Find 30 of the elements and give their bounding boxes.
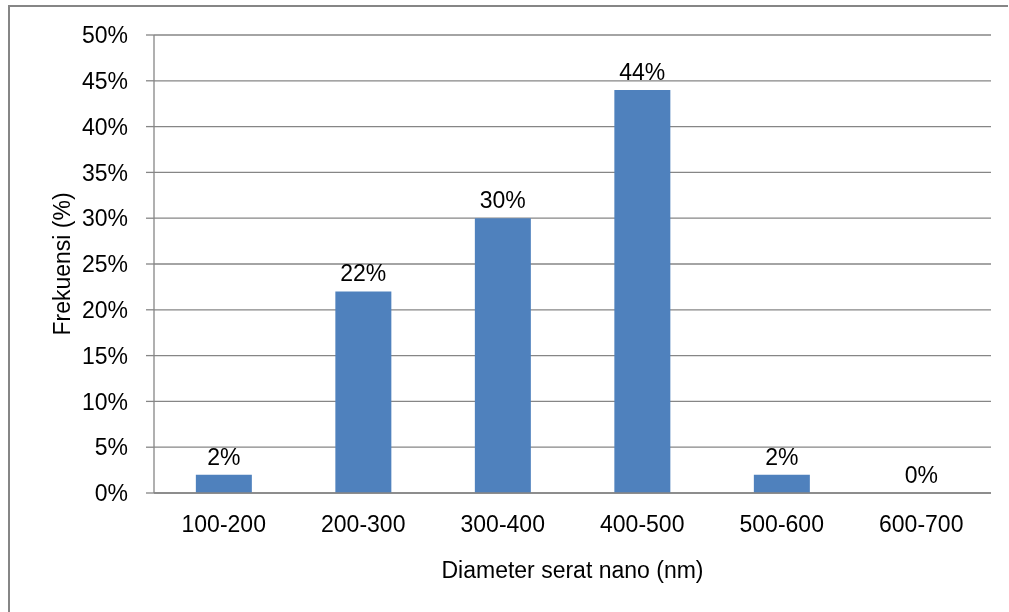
y-tick-label: 15% [81, 342, 128, 369]
x-axis-title: Diameter serat nano (nm) [441, 557, 704, 583]
y-axis-title: Frekuensi (%) [49, 192, 76, 336]
data-label: 2% [207, 443, 241, 470]
y-tick-label: 25% [81, 251, 128, 278]
y-tick-label: 30% [81, 205, 128, 232]
y-tick-label: 40% [81, 113, 128, 140]
y-tick-label: 35% [81, 159, 128, 186]
bar [614, 89, 671, 493]
data-label: 30% [479, 187, 526, 214]
data-label: 22% [340, 260, 387, 287]
data-label: 2% [765, 443, 799, 470]
y-tick-label: 10% [81, 388, 128, 415]
y-tick-label: 0% [94, 480, 128, 507]
bar [474, 218, 531, 493]
bar [335, 291, 392, 493]
y-tick-label: 5% [94, 434, 128, 461]
x-tick-label: 500-600 [739, 511, 824, 538]
y-tick-label: 50% [81, 22, 128, 49]
x-tick-label: 400-500 [600, 511, 685, 538]
x-tick-label: 200-300 [321, 511, 406, 538]
x-tick-label: 100-200 [181, 511, 266, 538]
x-tick-label: 300-400 [460, 511, 545, 538]
y-tick-label: 20% [81, 296, 128, 323]
data-label: 0% [904, 462, 938, 488]
data-label: 44% [619, 58, 666, 85]
bar [195, 474, 252, 493]
bar [753, 474, 810, 493]
y-tick-label: 45% [81, 67, 128, 94]
x-tick-label: 600-700 [879, 511, 964, 538]
